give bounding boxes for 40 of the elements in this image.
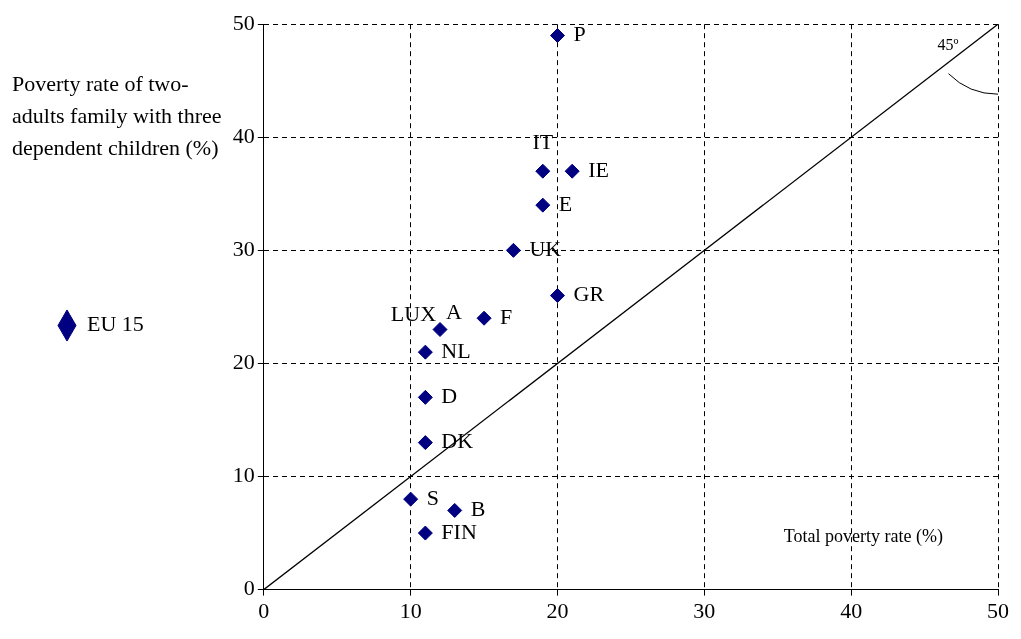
annotation: NL <box>441 337 471 363</box>
annotation: F <box>500 303 513 329</box>
point <box>535 163 551 179</box>
x-tick-label: 10 <box>399 597 422 623</box>
annotation: S <box>426 484 439 510</box>
y-tick-label: 20 <box>232 349 255 375</box>
annotation: UK <box>529 236 562 262</box>
point <box>417 389 433 405</box>
annotation: 45º <box>937 36 959 54</box>
point <box>417 525 433 541</box>
x-tick-label: 50 <box>987 597 1009 623</box>
annotation: GR <box>573 281 605 307</box>
y-tick-label: 30 <box>232 236 255 262</box>
point <box>417 344 433 360</box>
x-axis-title: Total poverty rate (%) <box>783 526 943 548</box>
annotation: IE <box>588 156 609 182</box>
x-tick-label: 40 <box>840 597 863 623</box>
y-tick-label: 50 <box>232 9 255 35</box>
annotation: D <box>441 383 458 409</box>
x-tick-label: 30 <box>693 597 716 623</box>
legend-label: EU 15 <box>87 311 144 337</box>
point <box>432 322 448 338</box>
point <box>505 242 521 258</box>
y-tick-label: 40 <box>232 123 255 149</box>
annotation: E <box>558 190 573 216</box>
annotation: P <box>573 21 586 47</box>
point <box>535 197 551 213</box>
annotation: A <box>446 299 463 325</box>
annotation: LUX <box>390 301 437 327</box>
point <box>476 310 492 326</box>
y-axis-title: Poverty rate of two-adults family with three dependent children (%) <box>12 68 222 164</box>
y-tick-label: 0 <box>243 575 255 601</box>
point <box>550 288 565 304</box>
point <box>403 491 419 507</box>
y-tick-label: 10 <box>232 462 255 488</box>
point <box>447 502 463 518</box>
point <box>417 435 433 451</box>
x-tick-label: 20 <box>546 597 569 623</box>
point <box>564 163 580 179</box>
point <box>550 28 565 44</box>
